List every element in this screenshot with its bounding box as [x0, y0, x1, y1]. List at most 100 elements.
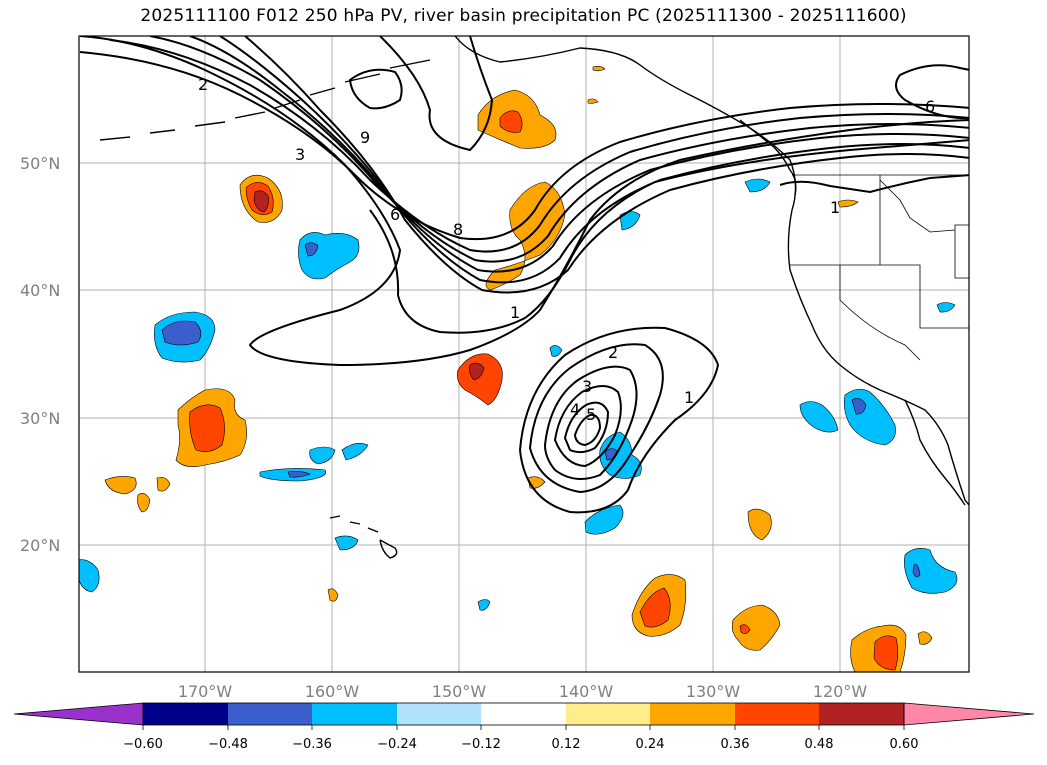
pv-contour: [149, 36, 969, 263]
colorbar-cell: [481, 703, 566, 725]
precip-blob: [747, 508, 772, 541]
precip-blob: [936, 302, 956, 313]
coastlines: [99, 36, 969, 559]
pv-contour: [895, 64, 969, 120]
lon-label: 140°W: [559, 682, 614, 701]
lat-labels: 50°N 40°N 30°N 20°N: [20, 154, 60, 555]
colorbar-cell: [735, 703, 820, 725]
lon-label: 120°W: [813, 682, 868, 701]
colorbar-cell: [650, 703, 735, 725]
precip-blob: [327, 588, 339, 602]
colorbar-cell: [819, 703, 904, 725]
precip-blob: [304, 242, 319, 257]
pv-contour: [518, 326, 720, 514]
pv-contour: [219, 36, 969, 284]
lon-label: 160°W: [305, 682, 360, 701]
pv-contour: [553, 385, 622, 468]
pv-contour: [528, 343, 664, 494]
contour-label: 4: [570, 400, 580, 419]
map-title: 2025111100 F012 250 hPa PV, river basin …: [140, 6, 907, 26]
colorbar-label: −0.60: [123, 737, 163, 752]
pv-contour: [348, 68, 403, 110]
precip-blob: [79, 559, 100, 593]
precip-blob: [731, 604, 781, 651]
precip-blobs: [79, 66, 958, 672]
lon-label: 150°W: [432, 682, 487, 701]
colorbar-cell: [397, 703, 482, 725]
precip-blob: [744, 178, 771, 193]
contour-label: 2: [608, 343, 618, 362]
boundaries: [790, 174, 969, 361]
precip-blob: [287, 471, 311, 478]
precip-blob: [873, 635, 899, 671]
contour-label: 6: [390, 205, 400, 224]
precip-blob: [837, 199, 859, 208]
lat-label: 30°N: [20, 409, 60, 428]
lat-label: 20°N: [20, 536, 60, 555]
pv-contour: [573, 413, 602, 447]
colorbar-label: −0.12: [461, 737, 501, 752]
precip-blob: [904, 548, 958, 594]
lon-labels: 170°W 160°W 150°W 140°W 130°W 120°W: [178, 682, 868, 701]
contour-label: 5: [586, 405, 596, 424]
precip-blob: [587, 98, 599, 104]
precip-blob: [799, 401, 839, 433]
precip-blob: [912, 564, 921, 578]
colorbar-label: −0.36: [292, 737, 332, 752]
contour-label: 3: [582, 377, 592, 396]
colorbar-cell: [228, 703, 313, 725]
colorbar-cell: [312, 703, 397, 725]
pv-contour: [244, 36, 969, 294]
contour-labels: 2 3 9 6 8 1 6 1 2 3 4 5 1: [198, 75, 935, 424]
pv-contour: [79, 51, 969, 241]
precip-blob: [457, 353, 503, 406]
precip-blob: [851, 398, 867, 415]
pv-contours: [79, 36, 969, 514]
colorbar-label: 0.12: [552, 737, 581, 752]
precip-blob: [917, 631, 933, 645]
colorbar-cell: [143, 703, 228, 725]
lat-label: 50°N: [20, 154, 60, 173]
contour-label: 8: [453, 220, 463, 239]
coast-baja: [904, 399, 966, 506]
coast-us-west: [787, 209, 969, 506]
pv-contour: [189, 36, 969, 273]
precip-blob: [341, 443, 369, 461]
map-frame: [78, 35, 970, 673]
precip-blob: [477, 599, 491, 611]
pv-contour: [369, 139, 969, 334]
pv-contour: [543, 365, 638, 480]
pv-contour: [379, 36, 494, 152]
contour-label: 9: [360, 128, 370, 147]
canada-island: [739, 119, 797, 196]
precip-blob: [469, 362, 485, 381]
map-area: 2 3 9 6 8 1 6 1 2 3 4 5 1: [79, 36, 969, 672]
colorbar-extend-low: [13, 702, 144, 726]
precip-blob: [334, 535, 359, 551]
contour-label: 3: [295, 145, 305, 164]
precip-blob: [739, 624, 751, 634]
pv-contour: [779, 174, 969, 194]
colorbar-label: 0.48: [805, 737, 834, 752]
precip-blob: [584, 504, 624, 535]
colorbar-label: −0.48: [208, 737, 248, 752]
precip-blob: [639, 587, 671, 628]
colorbar-extend-high: [903, 702, 1035, 726]
precip-blob: [592, 66, 606, 72]
precip-blob: [161, 320, 202, 346]
precip-blob: [189, 404, 225, 452]
colorbar-label: −0.24: [377, 737, 417, 752]
lon-label: 130°W: [686, 682, 741, 701]
contour-label: 1: [684, 388, 694, 407]
lat-label: 40°N: [20, 281, 60, 300]
colorbar-label: 0.60: [890, 737, 919, 752]
colorbar-label: 0.36: [721, 737, 750, 752]
coast-alaska: [454, 36, 797, 211]
hawaii: [329, 515, 398, 559]
precip-blob: [485, 181, 566, 291]
pv-contour: [563, 401, 610, 454]
contour-label: 2: [198, 75, 208, 94]
colorbar-cell: [566, 703, 651, 725]
aleutians: [99, 59, 431, 141]
